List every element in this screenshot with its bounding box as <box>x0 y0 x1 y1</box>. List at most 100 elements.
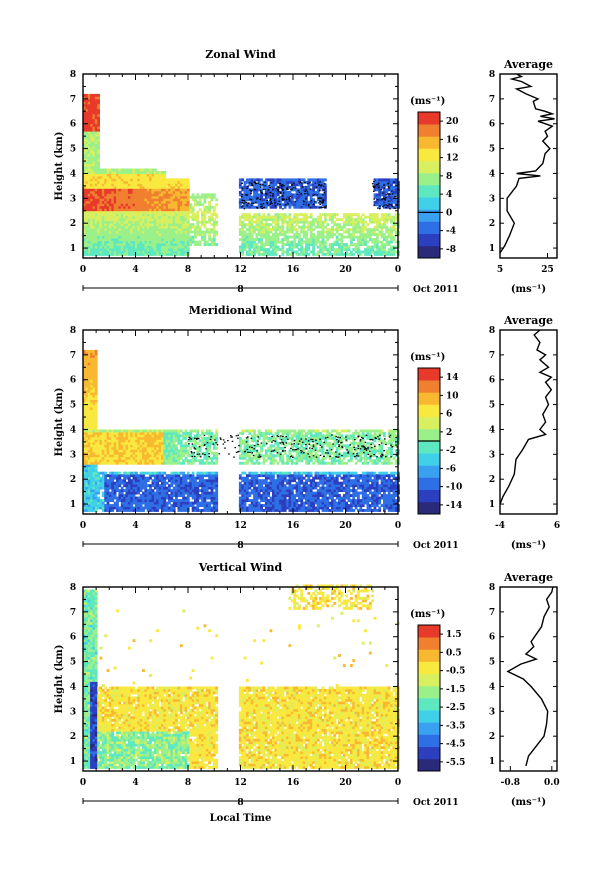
heatmap-cell <box>383 223 386 227</box>
heatmap-cell <box>92 200 96 204</box>
contour-mark <box>309 207 312 209</box>
heatmap-cell <box>161 225 164 229</box>
heatmap-cell <box>135 245 138 249</box>
heatmap-cell <box>97 446 100 450</box>
heatmap-cell <box>385 225 389 229</box>
heatmap-cell <box>324 243 327 246</box>
heatmap-cell <box>153 484 157 488</box>
heatmap-cell <box>151 238 155 241</box>
heatmap-cell <box>109 459 112 463</box>
heatmap-cell <box>267 200 271 204</box>
heatmap-cell <box>90 190 93 194</box>
heatmap-cell <box>90 230 93 234</box>
heatmap-cell <box>109 441 112 445</box>
heatmap-cell <box>338 248 341 251</box>
colorbar-tick-label: 16 <box>446 135 459 145</box>
heatmap-cell <box>350 223 353 227</box>
heatmap-cell <box>153 175 157 179</box>
heatmap-cell <box>132 494 136 497</box>
heatmap-cell <box>288 178 292 182</box>
heatmap-cell <box>373 220 377 224</box>
heatmap-cell <box>144 215 148 219</box>
heatmap-cell <box>123 245 126 249</box>
heatmap-cell <box>170 180 174 184</box>
heatmap-cell <box>378 205 382 209</box>
heatmap-cell <box>142 499 145 502</box>
heatmap-cell <box>144 496 148 500</box>
heatmap-cell <box>83 387 86 391</box>
heatmap-cell <box>264 195 268 199</box>
heatmap-cell <box>279 200 282 204</box>
heatmap-cell <box>342 215 346 219</box>
heatmap-cell <box>170 479 174 483</box>
heatmap-cell <box>267 225 271 229</box>
heatmap-cell <box>135 235 138 239</box>
contour-mark <box>280 186 283 188</box>
heatmap-cell <box>87 429 91 433</box>
heatmap-cell <box>243 190 247 194</box>
heatmap-cell <box>298 183 301 187</box>
heatmap-cell <box>90 441 93 445</box>
heatmap-cell <box>189 228 193 232</box>
heatmap-cell <box>253 193 256 197</box>
heatmap-cell <box>118 451 122 455</box>
heatmap-cell <box>132 200 136 204</box>
heatmap-cell <box>130 471 134 475</box>
heatmap-cell <box>87 230 91 234</box>
heatmap-cell <box>130 213 134 217</box>
contour-mark <box>282 208 284 210</box>
heatmap-cell <box>161 253 164 256</box>
heatmap-cell <box>385 240 389 244</box>
heatmap-cell <box>85 148 89 152</box>
heatmap-cell <box>135 195 138 199</box>
heatmap-cell <box>142 213 145 217</box>
heatmap-cell <box>316 238 320 241</box>
heatmap-cell <box>161 185 164 189</box>
heatmap-cell <box>92 175 96 179</box>
heatmap-cell <box>99 171 103 174</box>
heatmap-cell <box>99 188 103 192</box>
heatmap-cell <box>97 213 100 217</box>
heatmap-cell <box>144 429 148 433</box>
heatmap-cell <box>345 235 348 239</box>
heatmap-cell <box>90 250 93 254</box>
heatmap-cell <box>151 203 155 207</box>
heatmap-cell <box>90 218 93 222</box>
heatmap-cell <box>163 494 167 497</box>
heatmap-cell <box>373 178 377 182</box>
colorbar-swatch <box>418 233 440 247</box>
heatmap-cell <box>94 444 98 448</box>
heatmap-cell <box>290 245 294 249</box>
heatmap-cell <box>85 464 89 468</box>
heatmap-cell <box>87 113 91 117</box>
heatmap-cell <box>109 215 112 219</box>
heatmap-cell <box>184 225 188 229</box>
heatmap-cell <box>288 185 292 189</box>
heatmap-cell <box>262 193 266 197</box>
heatmap-cell <box>90 151 93 154</box>
heatmap-cell <box>274 223 278 227</box>
heatmap-cell <box>135 213 138 217</box>
heatmap-cell <box>390 183 393 187</box>
heatmap-cell <box>104 484 108 488</box>
heatmap-cell <box>144 506 148 510</box>
heatmap-cell <box>182 213 185 217</box>
heatmap-cell <box>253 178 256 182</box>
heatmap-cell <box>153 233 157 236</box>
heatmap-cell <box>94 412 98 415</box>
heatmap-cell <box>106 180 110 184</box>
heatmap-cell <box>196 233 200 236</box>
heatmap-cell <box>387 233 391 236</box>
heatmap-cell <box>283 233 287 236</box>
heatmap-cell <box>156 200 159 204</box>
heatmap-cell <box>109 195 112 199</box>
heatmap-cell <box>161 230 164 234</box>
heatmap-cell <box>97 205 100 209</box>
heatmap-cell <box>151 481 155 485</box>
heatmap-cell <box>371 215 374 219</box>
y-tick-label: 8 <box>70 70 76 80</box>
heatmap-cell <box>97 200 100 204</box>
heatmap-cell <box>161 456 164 460</box>
heatmap-cell <box>97 489 100 492</box>
